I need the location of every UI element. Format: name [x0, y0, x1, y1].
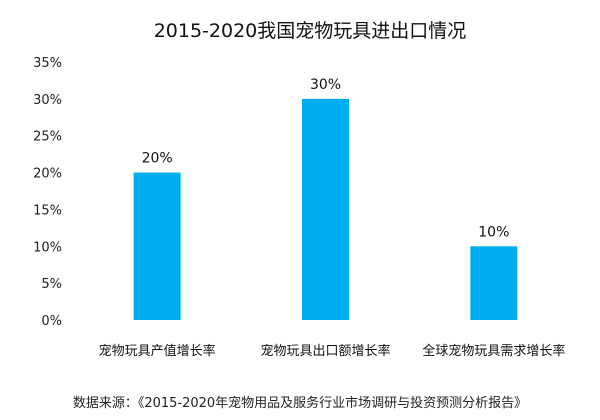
- y-tick-label: 20%: [33, 167, 62, 182]
- source-note: 数据来源：《2015-2020年宠物用品及服务行业市场调研与投资预测分析报告》: [73, 395, 527, 411]
- bar: [302, 98, 349, 320]
- y-tick-label: 30%: [33, 93, 62, 108]
- y-tick-label: 25%: [33, 130, 62, 145]
- y-tick-label: 5%: [41, 277, 62, 292]
- y-tick-label: 35%: [33, 56, 62, 71]
- bar: [133, 172, 181, 320]
- data-label: 20%: [142, 151, 173, 167]
- y-axis: 0% 5% 10% 15% 20% 25% 30% 35%: [33, 56, 62, 329]
- chart-title: 2015-2020我国宠物玩具进出口情况: [154, 20, 467, 42]
- y-tick-label: 15%: [33, 203, 62, 218]
- bars: [133, 98, 518, 320]
- category-label: 全球宠物玩具需求增长率: [422, 343, 565, 359]
- x-axis: 宠物玩具产值增长率 宠物玩具出口额增长率 全球宠物玩具需求增长率: [99, 343, 566, 359]
- bar: [470, 246, 518, 320]
- data-label: 10%: [478, 224, 509, 240]
- y-tick-label: 0%: [41, 314, 62, 329]
- data-labels: 20% 30% 10%: [142, 77, 510, 240]
- data-label: 30%: [310, 77, 341, 93]
- category-label: 宠物玩具产值增长率: [99, 343, 216, 359]
- category-label: 宠物玩具出口额增长率: [260, 343, 390, 359]
- y-tick-label: 10%: [33, 240, 62, 255]
